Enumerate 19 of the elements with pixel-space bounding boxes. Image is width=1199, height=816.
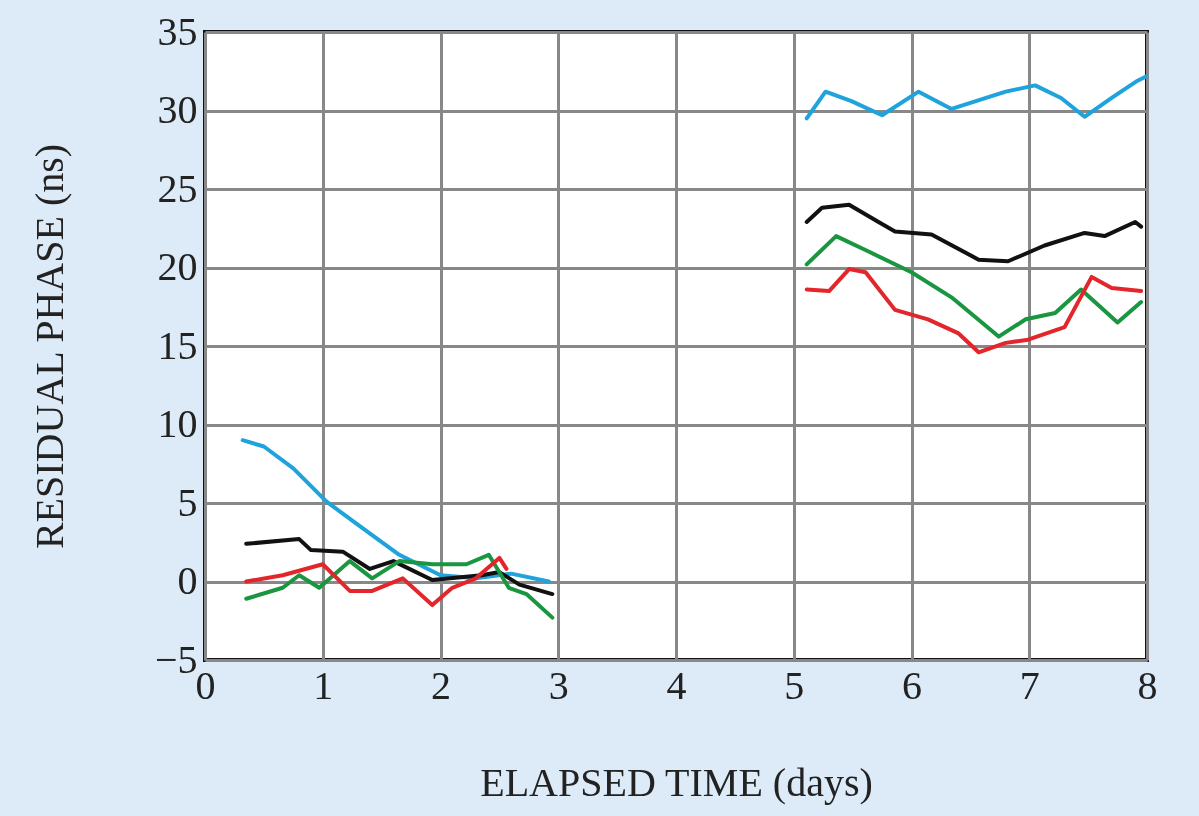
x-tick-label: 4 xyxy=(666,662,687,708)
y-tick-label: 0 xyxy=(177,558,198,603)
y-tick-label: 25 xyxy=(157,165,198,211)
x-tick-label: 8 xyxy=(1137,662,1158,708)
y-tick-label: 10 xyxy=(157,401,198,446)
y-tick-label: 5 xyxy=(177,479,198,525)
x-tick-label: 7 xyxy=(1019,662,1040,708)
x-tick-label: 6 xyxy=(902,662,922,708)
y-axis-title: RESIDUAL PHASE (ns) xyxy=(26,143,72,550)
x-tick-label: 2 xyxy=(431,662,451,708)
x-tick-label: 5 xyxy=(784,662,805,708)
y-tick-label: 15 xyxy=(157,322,198,368)
x-tick-label: 1 xyxy=(313,662,334,708)
y-tick-label: 35 xyxy=(157,8,198,54)
y-tick-label: 20 xyxy=(157,244,198,289)
y-tick-label: 30 xyxy=(157,87,198,132)
y-tick-label: −5 xyxy=(154,636,198,682)
x-axis-title: ELAPSED TIME (days) xyxy=(480,759,873,805)
x-tick-label: 3 xyxy=(548,662,569,708)
